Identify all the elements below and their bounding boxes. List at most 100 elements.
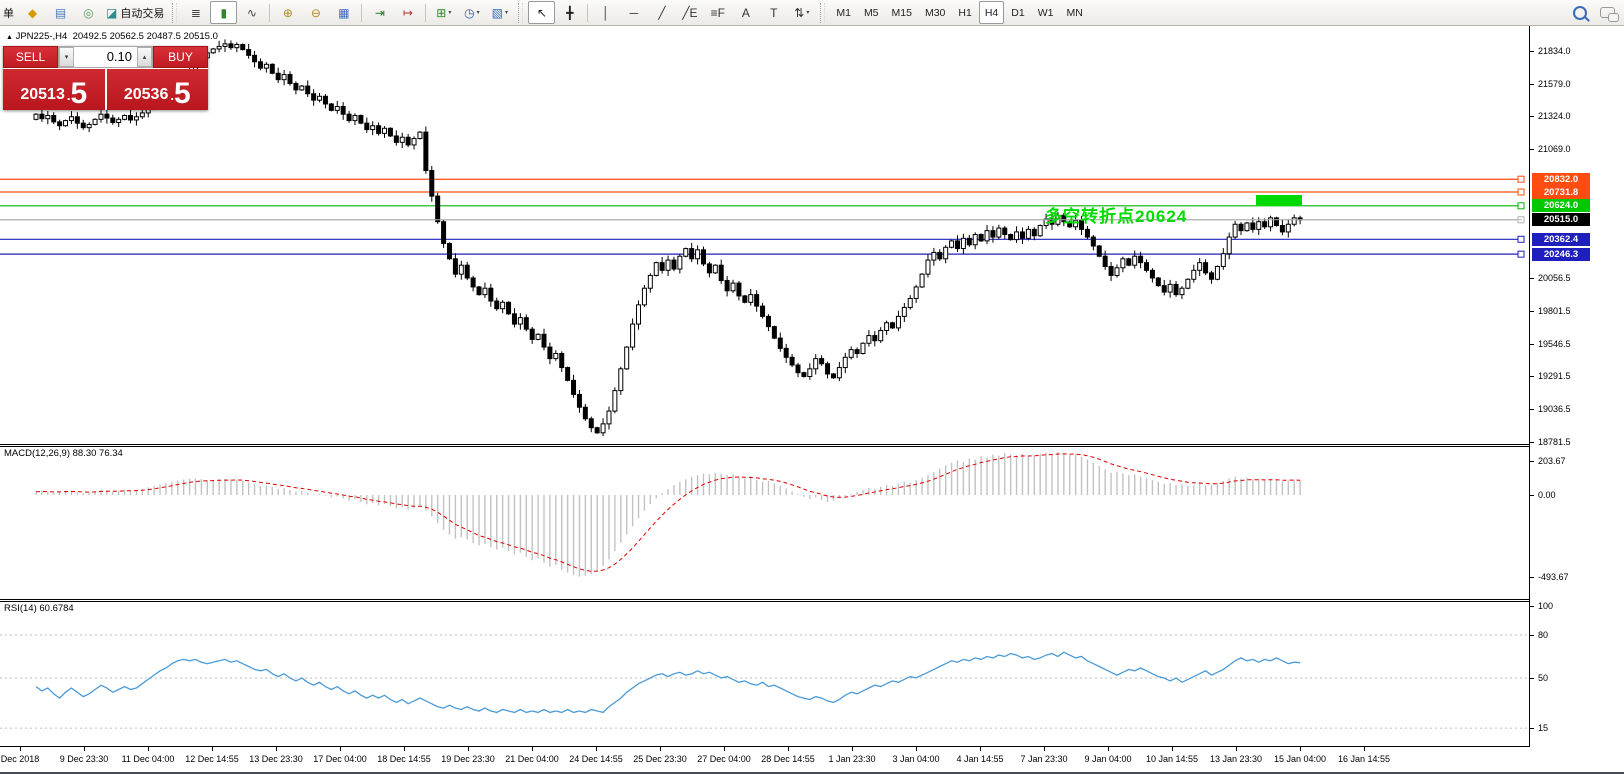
- time-label: 11 Dec 04:00: [121, 754, 175, 764]
- window-bottom-frame: [0, 772, 1624, 774]
- axis-tick-label: 80: [1538, 630, 1549, 640]
- chart-shift-icon[interactable]: ↦: [402, 5, 413, 20]
- price-level-label: 20515.0: [1532, 213, 1590, 227]
- timeframe-d1[interactable]: D1: [1011, 6, 1025, 19]
- time-label: 19 Dec 23:30: [441, 754, 495, 764]
- axis-tick-label: 19801.5: [1538, 306, 1571, 317]
- timeframe-mn[interactable]: MN: [1066, 6, 1083, 19]
- time-label: 3 Jan 04:00: [892, 754, 940, 764]
- timeframe-w1[interactable]: W1: [1037, 6, 1054, 19]
- time-label: Dec 2018: [0, 754, 40, 764]
- vertical-line-icon[interactable]: │: [602, 5, 610, 20]
- time-axis[interactable]: Dec 2018 9 Dec 23:30 11 Dec 04:00 12 Dec 14…: [0, 747, 1530, 773]
- chat-icon[interactable]: [1594, 1, 1621, 24]
- price-axis[interactable]: 21834.0 21579.0 21324.0 21069.0 20056.5 19801…: [1530, 26, 1624, 747]
- timeframe-m1[interactable]: M1: [836, 6, 851, 19]
- axis-tick-label: 21324.0: [1538, 111, 1571, 122]
- axis-tick-mark: [1530, 728, 1534, 730]
- volume-control: ▾ 0.10 ▴: [58, 46, 153, 68]
- one-click-trading-panel: SELL ▾ 0.10 ▴ BUY 20513 . 5 20536 . 5: [3, 46, 208, 110]
- macd-indicator-label: MACD(12,26,9) 88.30 76.34: [4, 448, 123, 459]
- chart-canvas[interactable]: [0, 0, 1530, 774]
- ask-price-dot: .: [170, 88, 174, 103]
- text-label-icon[interactable]: T: [770, 5, 778, 20]
- volume-increase-button[interactable]: ▴: [137, 47, 152, 67]
- time-tick-mark: [404, 747, 405, 751]
- auto-scroll-icon[interactable]: ⇥: [374, 5, 385, 20]
- time-label: 24 Dec 14:55: [569, 754, 623, 764]
- tile-windows-icon[interactable]: ▦: [338, 5, 350, 20]
- trendline-icon[interactable]: ╱: [658, 5, 666, 20]
- level-line-handle[interactable]: [1517, 175, 1525, 183]
- equidistant-channel-icon[interactable]: ╱E: [682, 5, 698, 20]
- time-tick-mark: [916, 747, 917, 751]
- time-tick-mark: [1364, 747, 1365, 751]
- zoom-in-icon[interactable]: ⊕: [282, 5, 293, 20]
- toolbar: 单 ◆ ▤ ◎ ◪ 自动交易 ≣ ▮ ∿ ⊕ ⊖ ▦ ⇥ ↦ ⊞ ▾ ◷ ▾ ▧ ▾ ↖ ╋ │ ─ ╱ ╱E ≡F A T ⇅ ▾ M1 M5…: [0, 0, 1624, 26]
- time-tick-mark: [340, 747, 341, 751]
- timeframe-m5[interactable]: M5: [863, 6, 879, 19]
- axis-tick-mark: [1530, 495, 1534, 496]
- toolbar-grip: [518, 2, 524, 23]
- time-tick-mark: [468, 747, 469, 751]
- periods-icon[interactable]: ◷ ▾: [464, 5, 480, 20]
- templates-icon[interactable]: ▧ ▾: [491, 5, 509, 20]
- level-line-handle[interactable]: [1517, 250, 1525, 258]
- text-icon[interactable]: A: [741, 5, 750, 20]
- time-label: 1 Jan 23:30: [828, 754, 876, 764]
- axis-tick-mark: [1530, 678, 1534, 679]
- crosshair-icon[interactable]: ╋: [566, 5, 574, 20]
- buy-button[interactable]: BUY: [153, 46, 208, 68]
- horizontal-line-icon[interactable]: ─: [629, 5, 639, 20]
- chart-symbol-timeframe: JPN225-,H4: [15, 31, 68, 42]
- time-label: 18 Dec 14:55: [377, 754, 431, 764]
- level-line-handle[interactable]: [1517, 235, 1525, 243]
- axis-tick-mark: [1530, 461, 1534, 463]
- axis-tick-label: 20056.5: [1538, 273, 1571, 284]
- time-label: 10 Jan 14:55: [1145, 754, 1199, 764]
- chart-title: ▲ JPN225-,H4 20492.5 20562.5 20487.5 205…: [6, 31, 218, 42]
- arrows-shapes-icon[interactable]: ⇅ ▾: [794, 5, 810, 20]
- timeframe-m30[interactable]: M30: [924, 6, 946, 19]
- price-level-label: 20246.3: [1532, 247, 1590, 261]
- new-order-icon[interactable]: ◆: [27, 5, 38, 20]
- timeframe-h1[interactable]: H1: [958, 6, 972, 19]
- bid-price-int: 20513: [20, 86, 65, 103]
- ask-price-display[interactable]: 20536 . 5: [106, 69, 208, 110]
- axis-tick-label: 19036.5: [1538, 403, 1571, 414]
- volume-input[interactable]: 0.10: [106, 49, 132, 64]
- volume-decrease-button[interactable]: ▾: [59, 47, 74, 67]
- axis-tick-label: 21579.0: [1538, 78, 1571, 89]
- line-chart-icon[interactable]: ∿: [246, 5, 257, 20]
- highlight-rectangle[interactable]: [1256, 195, 1302, 206]
- macd-histogram: [35, 452, 1301, 577]
- level-line-handle[interactable]: [1517, 188, 1525, 196]
- time-tick-mark: [20, 747, 21, 751]
- zoom-out-icon[interactable]: ⊖: [310, 5, 321, 20]
- search-icon[interactable]: [1566, 1, 1593, 24]
- toolbar-separator: [587, 3, 589, 22]
- cursor-icon[interactable]: ↖: [528, 1, 556, 24]
- timeframe-h4[interactable]: H4: [978, 1, 1005, 24]
- signal-icon[interactable]: ◎: [83, 5, 94, 20]
- axis-tick-mark: [1530, 278, 1534, 280]
- axis-tick-mark: [1530, 408, 1534, 410]
- bar-chart-icon[interactable]: ≣: [190, 5, 201, 20]
- sell-button[interactable]: SELL: [3, 46, 58, 68]
- time-tick-mark: [1172, 747, 1173, 751]
- auto-trading-icon[interactable]: ◪ 自动交易: [106, 5, 165, 20]
- chart-annotation-text[interactable]: 多空转折点20624: [1045, 207, 1188, 226]
- axis-tick-mark: [1530, 83, 1534, 85]
- time-tick-mark: [852, 747, 853, 751]
- time-tick-mark: [84, 747, 85, 751]
- timeframe-m15[interactable]: M15: [891, 6, 912, 19]
- axis-tick-label: 203.67: [1538, 456, 1566, 467]
- indicators-icon[interactable]: ⊞ ▾: [436, 5, 452, 20]
- bid-price-display[interactable]: 20513 . 5: [3, 69, 105, 110]
- axis-tick-mark: [1530, 441, 1534, 443]
- fibonacci-icon[interactable]: ≡F: [710, 5, 726, 20]
- market-watch-icon[interactable]: ▤: [54, 5, 67, 20]
- level-line-handle[interactable]: [1517, 202, 1525, 210]
- candlestick-chart-icon[interactable]: ▮: [210, 1, 238, 24]
- cut-off-new-order-button[interactable]: 单: [3, 7, 14, 20]
